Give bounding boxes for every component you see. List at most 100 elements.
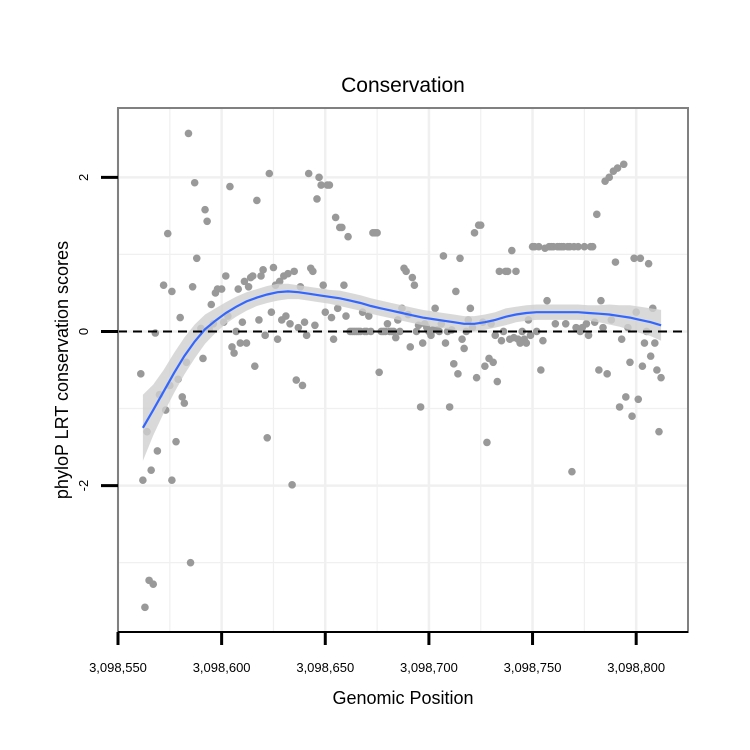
- data-point: [373, 229, 381, 237]
- data-point: [186, 558, 195, 567]
- data-point: [418, 339, 427, 347]
- data-point: [605, 173, 614, 182]
- data-point: [232, 327, 240, 336]
- data-point: [512, 267, 520, 276]
- data-point: [626, 358, 634, 367]
- data-point: [259, 266, 267, 274]
- data-point: [168, 476, 176, 484]
- data-point: [628, 412, 636, 421]
- data-point: [188, 282, 197, 291]
- x-tick-label: 3,098,700: [400, 660, 458, 675]
- data-point: [653, 366, 661, 374]
- data-point: [489, 358, 497, 367]
- y-tick-label: 0: [76, 328, 91, 335]
- x-tick-label: 3,098,750: [504, 660, 562, 675]
- data-point: [367, 327, 375, 336]
- smooth-trend-line: [141, 290, 662, 429]
- data-point: [499, 327, 508, 336]
- data-point: [561, 319, 570, 328]
- data-point: [292, 376, 301, 384]
- data-point: [526, 331, 535, 340]
- data-point: [383, 319, 392, 328]
- data-point: [503, 267, 512, 276]
- data-point: [288, 481, 296, 489]
- y-tick-label: 2: [76, 174, 91, 181]
- data-point: [298, 381, 307, 390]
- data-point: [518, 327, 526, 336]
- data-point: [532, 327, 541, 336]
- data-point: [452, 287, 460, 296]
- confidence-ribbon: [142, 283, 662, 461]
- data-point: [199, 354, 207, 363]
- data-point: [593, 210, 601, 219]
- data-point: [539, 336, 547, 345]
- data-point: [470, 229, 479, 237]
- data-point: [580, 242, 589, 251]
- data-point: [508, 246, 516, 255]
- data-point: [294, 323, 303, 332]
- x-tick-label: 3,098,800: [607, 660, 665, 675]
- data-point: [408, 273, 417, 282]
- data-point: [456, 254, 464, 263]
- data-point: [230, 349, 238, 357]
- data-point: [595, 366, 603, 374]
- data-point: [615, 403, 624, 411]
- data-point: [551, 319, 560, 328]
- data-point: [234, 285, 243, 293]
- data-point: [460, 344, 468, 353]
- y-axis-title: phyloP LRT conservation scores: [52, 241, 72, 499]
- data-point: [203, 217, 211, 226]
- data-point: [282, 312, 290, 320]
- data-point: [217, 285, 226, 293]
- data-point: [149, 580, 158, 589]
- data-point: [617, 335, 626, 343]
- y-axis: -2 0 2: [76, 174, 118, 491]
- data-point: [184, 129, 193, 138]
- data-point: [163, 229, 172, 238]
- data-point: [240, 277, 249, 286]
- data-point: [300, 318, 309, 327]
- x-tick-label: 3,098,600: [193, 660, 251, 675]
- data-point: [568, 467, 576, 476]
- data-point: [151, 329, 160, 337]
- data-point: [327, 313, 336, 322]
- data-point: [646, 352, 655, 360]
- data-point: [412, 327, 421, 336]
- data-point: [286, 319, 294, 328]
- data-point: [176, 313, 184, 322]
- data-point: [493, 377, 502, 386]
- data-point: [640, 339, 649, 347]
- data-point: [481, 362, 489, 370]
- data-point: [275, 277, 284, 286]
- data-point: [338, 223, 346, 232]
- data-point: [657, 373, 665, 382]
- data-point: [574, 242, 582, 251]
- data-point: [331, 213, 340, 222]
- data-point: [491, 331, 500, 340]
- data-point: [333, 304, 342, 313]
- data-point: [483, 438, 491, 447]
- chart-title: Conservation: [341, 74, 465, 97]
- data-point: [375, 368, 383, 377]
- data-point: [644, 259, 653, 268]
- data-point: [619, 160, 628, 169]
- data-point: [416, 403, 425, 411]
- data-point: [611, 258, 620, 266]
- data-point: [236, 339, 245, 347]
- data-point: [248, 272, 257, 280]
- data-point: [244, 282, 253, 291]
- data-point: [267, 308, 276, 317]
- data-point: [159, 281, 168, 290]
- data-point: [329, 335, 338, 343]
- data-point: [454, 370, 462, 378]
- data-point: [534, 242, 543, 251]
- data-point: [410, 281, 419, 290]
- data-point: [651, 339, 659, 347]
- x-tick-label: 3,098,650: [296, 660, 354, 675]
- data-point: [365, 312, 373, 320]
- data-point: [445, 403, 454, 411]
- data-point: [290, 267, 298, 276]
- data-point: [261, 331, 269, 340]
- data-point: [269, 263, 278, 272]
- data-point: [180, 399, 189, 407]
